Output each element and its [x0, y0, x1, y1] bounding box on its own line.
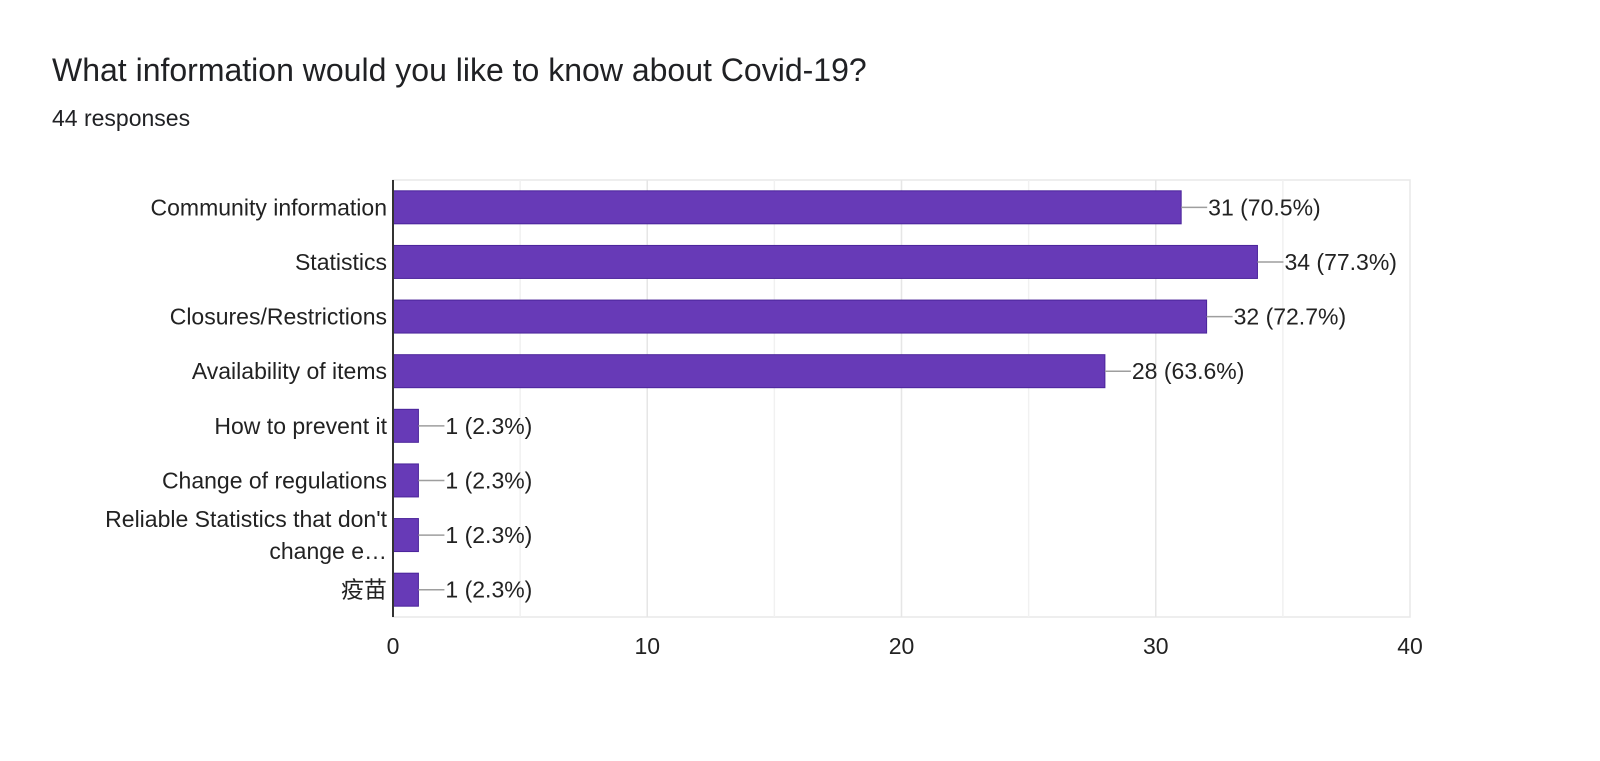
- category-label: How to prevent it: [214, 413, 387, 439]
- bar: [392, 190, 1182, 225]
- bar: [392, 518, 419, 553]
- data-label: 1 (2.3%): [445, 467, 532, 493]
- data-label: 34 (77.3%): [1284, 249, 1397, 275]
- response-count: 44 responses: [52, 105, 191, 131]
- chart-title: What information would you like to know …: [52, 52, 867, 88]
- data-label: 1 (2.3%): [445, 413, 532, 439]
- x-tick-label: 10: [634, 633, 660, 659]
- category-label: Closures/Restrictions: [170, 304, 387, 330]
- bar: [392, 299, 1208, 334]
- bar: [392, 572, 419, 607]
- data-label: 28 (63.6%): [1132, 358, 1245, 384]
- data-label: 1 (2.3%): [445, 522, 532, 548]
- category-label: Statistics: [295, 249, 387, 275]
- x-tick-label: 30: [1143, 633, 1169, 659]
- data-label: 32 (72.7%): [1234, 304, 1347, 330]
- category-label: change e…: [269, 538, 387, 564]
- category-label: Availability of items: [192, 358, 387, 384]
- data-label: 31 (70.5%): [1208, 194, 1321, 220]
- bar: [392, 244, 1258, 279]
- x-tick-label: 40: [1397, 633, 1423, 659]
- bar: [392, 354, 1106, 389]
- bar: [392, 463, 419, 498]
- category-label: 疫苗: [341, 577, 387, 603]
- bar: [392, 408, 419, 443]
- data-label: 1 (2.3%): [445, 577, 532, 603]
- category-label: Community information: [151, 194, 387, 220]
- category-label: Reliable Statistics that don't: [105, 506, 387, 532]
- x-tick-label: 0: [387, 633, 400, 659]
- x-tick-label: 20: [889, 633, 915, 659]
- category-label: Change of regulations: [162, 467, 387, 493]
